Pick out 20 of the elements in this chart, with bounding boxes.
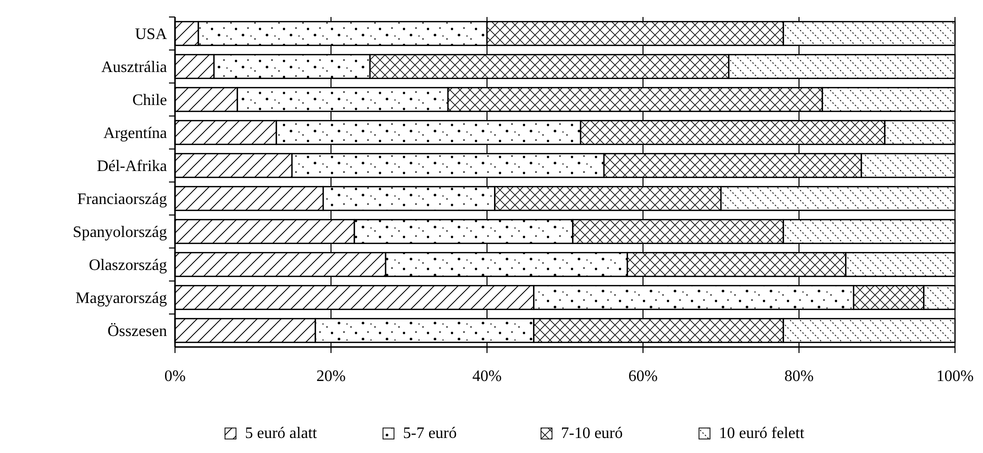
y-tick-label: Magyarország xyxy=(75,290,167,308)
x-tick-label: 0% xyxy=(164,368,186,385)
y-tick-label: USA xyxy=(134,26,168,44)
legend-label: 10 euró felett xyxy=(719,425,805,442)
y-tick-label: Összesen xyxy=(107,323,167,340)
y-tick-label: Chile xyxy=(132,92,167,110)
y-tick-label: Dél-Afrika xyxy=(96,158,167,176)
legend-label: 7-10 euró xyxy=(561,425,623,442)
x-tick-label: 60% xyxy=(628,368,658,385)
y-tick-label: Argentína xyxy=(103,125,167,142)
y-tick-label: Spanyolország xyxy=(72,224,167,242)
x-tick-label: 40% xyxy=(472,368,502,385)
x-tick-label: 20% xyxy=(316,368,346,385)
y-tick-label: Ausztrália xyxy=(101,59,167,76)
x-tick-label: 100% xyxy=(936,368,974,385)
y-tick-label: Franciaország xyxy=(77,191,167,208)
legend-label: 5-7 euró xyxy=(403,425,457,442)
y-tick-label: Olaszország xyxy=(88,257,167,274)
x-tick-label: 80% xyxy=(784,368,814,385)
legend-label: 5 euró alatt xyxy=(245,425,318,442)
